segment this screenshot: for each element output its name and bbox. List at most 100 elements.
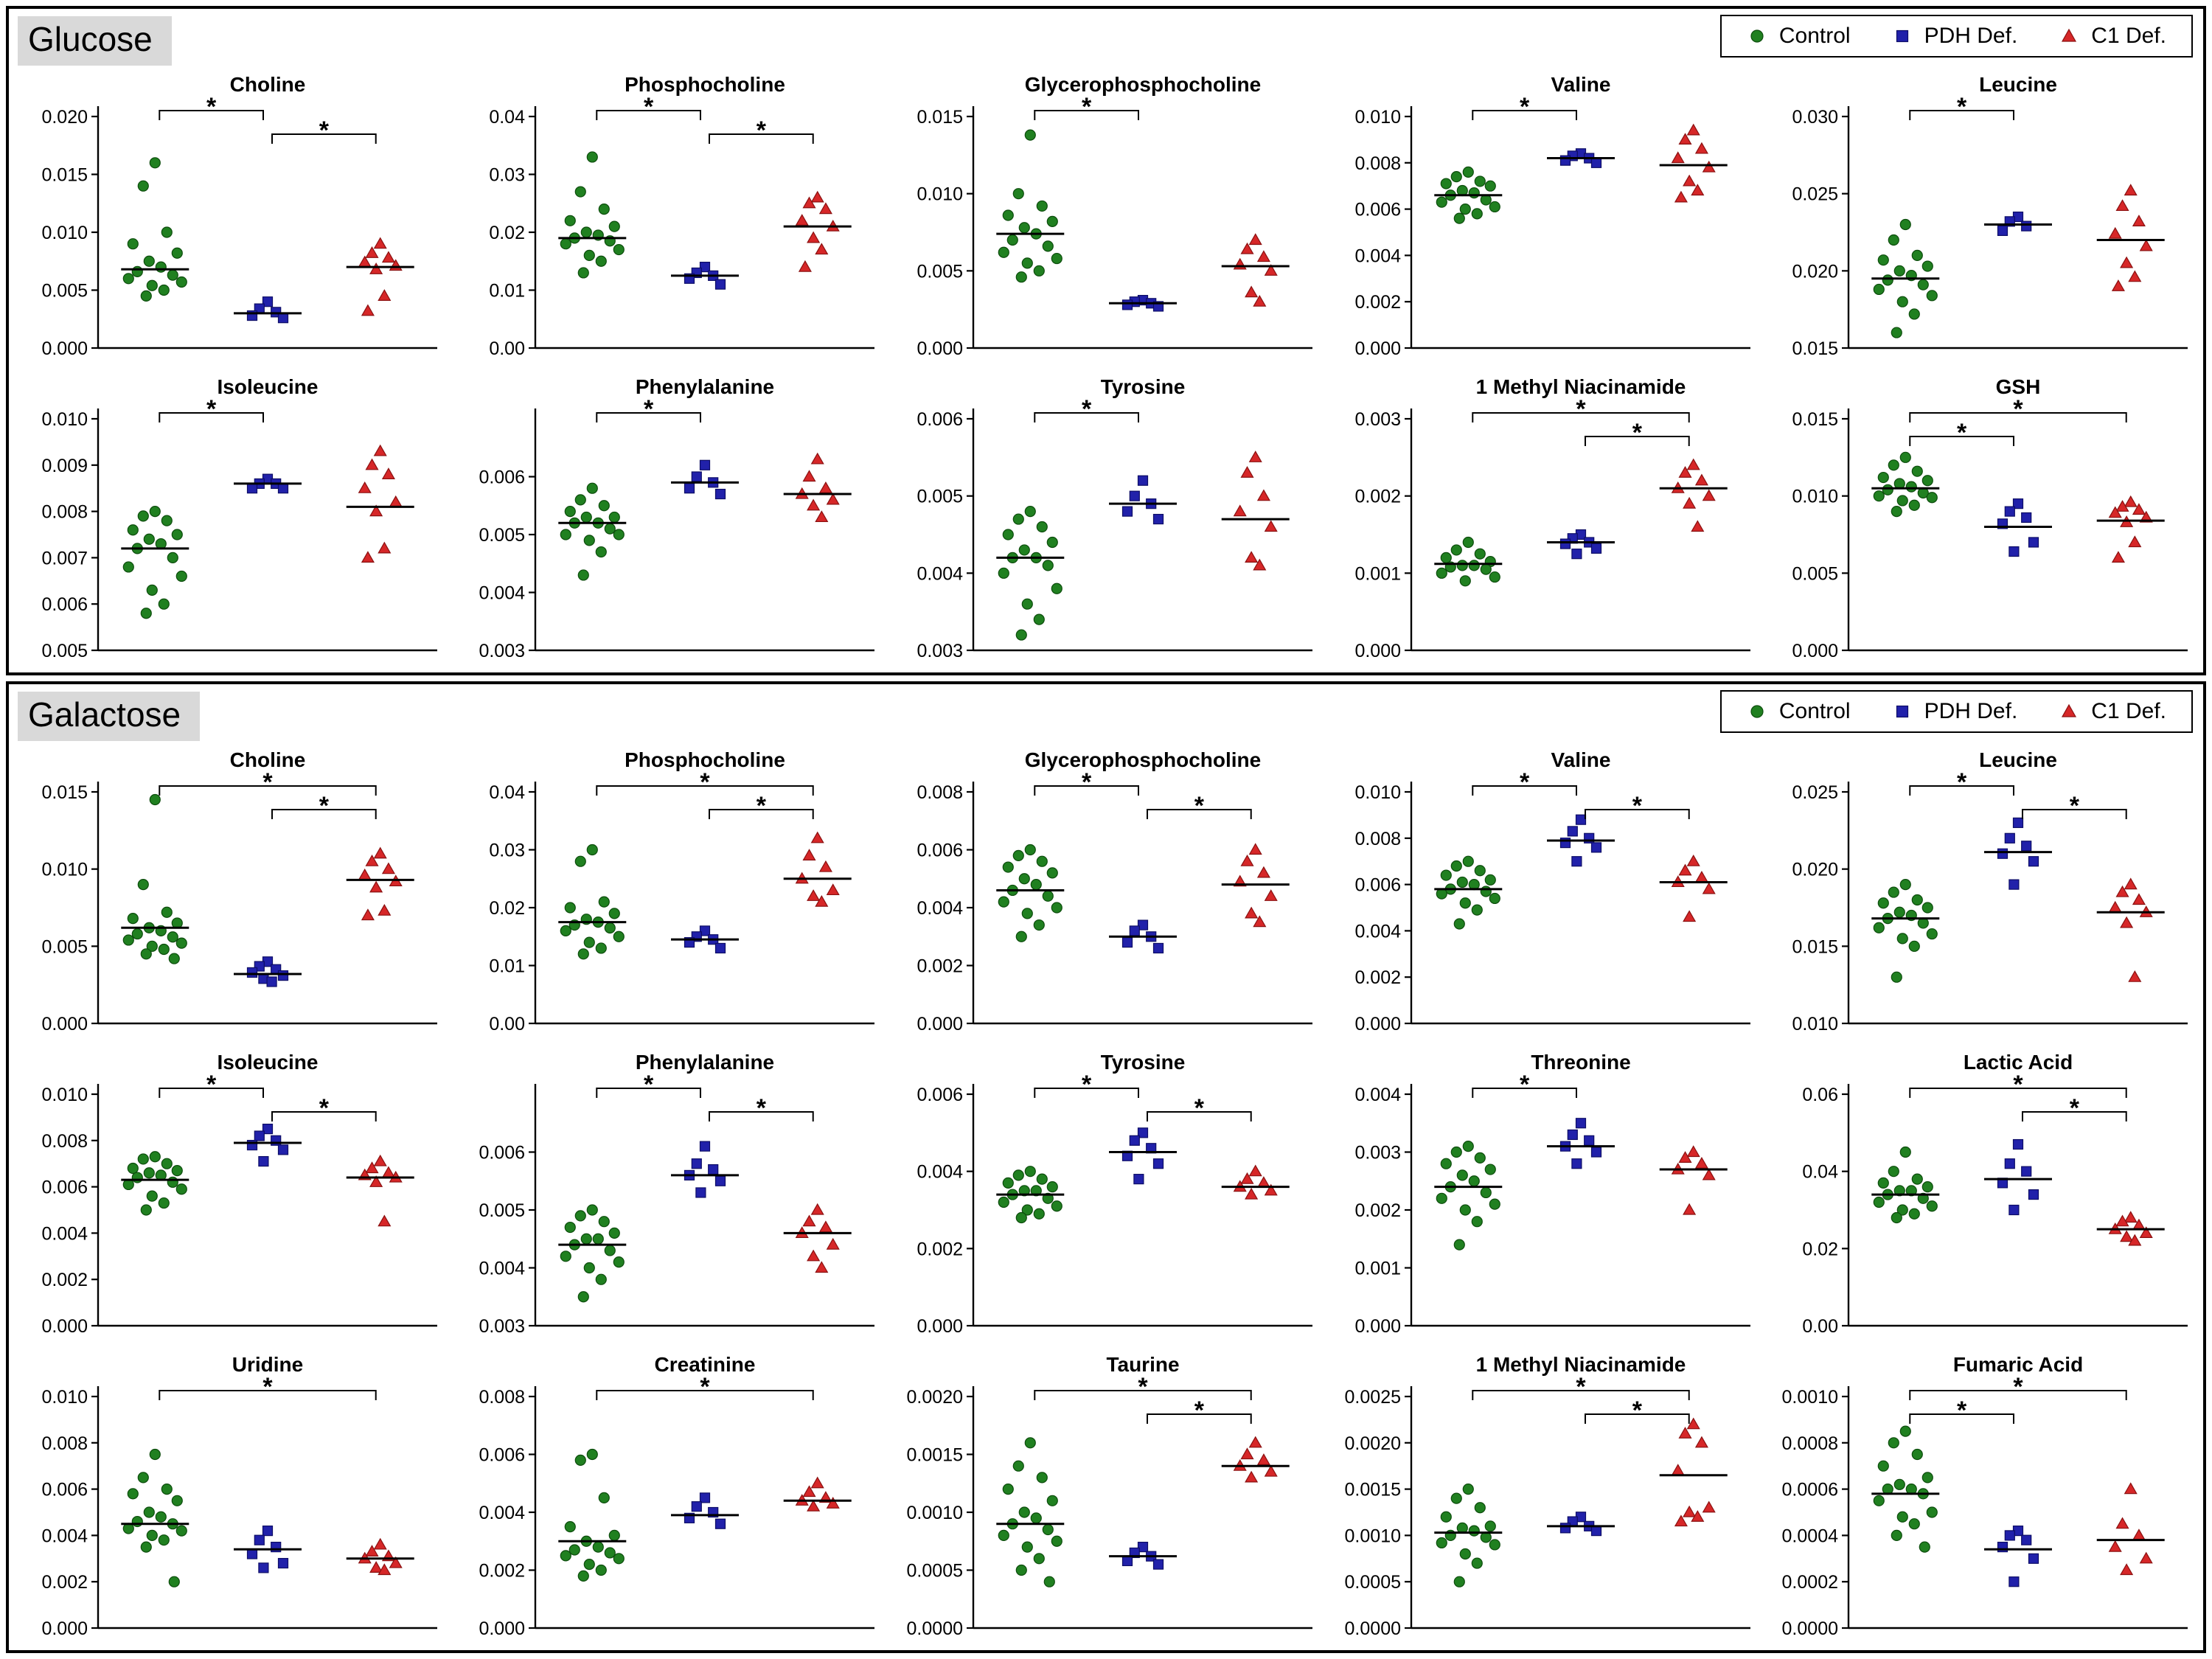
legend-item-c1-def: C1 Def. bbox=[2059, 24, 2166, 49]
chart-cell-galactose-leucine: Leucine 0.010 0.015 0.020 0.025 * * bbox=[1766, 743, 2197, 1043]
chart-gsh: GSH 0.000 0.005 0.010 0.015 * * bbox=[1792, 375, 2188, 661]
y-tick-label: 0.000 bbox=[917, 1014, 963, 1034]
panel-galactose: Galactose Control PDH Def. C1 Def. Choline… bbox=[6, 681, 2206, 1653]
y-tick-label: 0.008 bbox=[41, 1433, 88, 1453]
significance-bracket bbox=[596, 109, 702, 120]
points-c1-def bbox=[1233, 450, 1278, 570]
points-pdh-def bbox=[246, 296, 288, 323]
significance-bracket bbox=[1909, 109, 2015, 120]
legend-circle-icon bbox=[1750, 705, 1764, 718]
legend-item-c1-def: C1 Def. bbox=[2059, 699, 2166, 724]
y-tick-label: 0.002 bbox=[917, 956, 963, 976]
chart-title: Isoleucine bbox=[217, 1051, 318, 1074]
y-tick-label: 0.015 bbox=[41, 164, 88, 185]
y-tick-label: 0.008 bbox=[1354, 153, 1401, 173]
significance-asterisk: * bbox=[319, 792, 330, 820]
chart-title: Phenylalanine bbox=[636, 1051, 774, 1074]
y-tick-label: 0.006 bbox=[479, 467, 526, 487]
points-control bbox=[122, 156, 187, 302]
points-control bbox=[122, 793, 187, 964]
chart-cell-glucose-valine: Valine 0.000 0.002 0.004 0.006 0.008 0.010 * bbox=[1329, 68, 1759, 368]
y-tick-label: 0.025 bbox=[1792, 782, 1839, 803]
chart-valine: Valine 0.000 0.002 0.004 0.006 0.008 0.010 * * bbox=[1354, 748, 1750, 1034]
points-pdh-def bbox=[1997, 1138, 2039, 1215]
chart-title: Threonine bbox=[1531, 1051, 1630, 1074]
y-tick-label: 0.008 bbox=[917, 782, 963, 803]
y-tick-label: 0.0010 bbox=[907, 1503, 963, 1523]
significance-bracket bbox=[596, 785, 815, 796]
significance-bracket bbox=[271, 133, 377, 144]
legend-label: C1 Def. bbox=[2091, 699, 2166, 723]
y-tick-label: 0.0002 bbox=[1782, 1572, 1838, 1593]
chart-title: Choline bbox=[229, 73, 305, 96]
y-tick-label: 0.005 bbox=[1792, 563, 1839, 584]
chart-cell-galactose-threonine: Threonine 0.000 0.001 0.002 0.003 0.004 * bbox=[1329, 1046, 1759, 1346]
significance-bracket bbox=[1471, 411, 1690, 422]
chart-leucine: Leucine 0.010 0.015 0.020 0.025 * * bbox=[1792, 748, 2188, 1034]
y-tick-label: 0.000 bbox=[1354, 1316, 1401, 1337]
y-tick-label: 0.006 bbox=[917, 1085, 963, 1105]
y-tick-label: 0.002 bbox=[41, 1270, 88, 1290]
chart-title: Fumaric Acid bbox=[1953, 1353, 2083, 1376]
significance-asterisk: * bbox=[757, 792, 767, 820]
significance-asterisk: * bbox=[1520, 1071, 1530, 1099]
y-tick-label: 0.002 bbox=[1354, 486, 1401, 507]
significance-asterisk: * bbox=[1576, 1373, 1586, 1401]
chart-cell-glucose-tyrosine: Tyrosine 0.003 0.004 0.005 0.006 * bbox=[891, 370, 1321, 670]
y-tick-label: 0.010 bbox=[41, 1085, 88, 1105]
y-tick-label: 0.001 bbox=[1354, 1258, 1401, 1279]
y-tick-label: 0.0000 bbox=[1782, 1618, 1838, 1639]
y-tick-label: 0.008 bbox=[41, 1130, 88, 1151]
points-control bbox=[1436, 855, 1500, 930]
y-tick-label: 0.0015 bbox=[1344, 1479, 1400, 1500]
points-pdh-def bbox=[1559, 529, 1601, 559]
y-tick-label: 0.000 bbox=[1354, 338, 1401, 359]
y-tick-label: 0.0008 bbox=[1782, 1433, 1838, 1453]
y-tick-label: 0.006 bbox=[917, 409, 963, 430]
y-tick-label: 0.005 bbox=[479, 1200, 526, 1221]
y-tick-label: 0.006 bbox=[479, 1444, 526, 1465]
points-control bbox=[998, 844, 1062, 942]
y-tick-label: 0.005 bbox=[41, 641, 88, 661]
y-tick-label: 0.003 bbox=[479, 1316, 526, 1337]
points-control bbox=[1873, 1425, 1938, 1553]
legend-label: PDH Def. bbox=[1924, 24, 2018, 48]
legend-glucose: Control PDH Def. C1 Def. bbox=[1719, 15, 2193, 58]
y-tick-label: 0.0004 bbox=[1782, 1526, 1839, 1546]
significance-bracket bbox=[159, 785, 377, 796]
y-tick-label: 0.002 bbox=[41, 1572, 88, 1593]
y-tick-label: 0.003 bbox=[917, 641, 963, 661]
y-tick-label: 0.010 bbox=[41, 409, 88, 430]
chart-title: Uridine bbox=[232, 1353, 303, 1376]
y-tick-label: 0.0020 bbox=[907, 1387, 963, 1408]
y-tick-label: 0.000 bbox=[41, 1316, 88, 1337]
significance-asterisk: * bbox=[1194, 1397, 1205, 1425]
chart-cell-galactose-choline: Choline 0.000 0.005 0.010 0.015 * * bbox=[15, 743, 446, 1043]
significance-bracket bbox=[159, 411, 264, 422]
y-tick-label: 0.010 bbox=[41, 859, 88, 880]
y-tick-label: 0.004 bbox=[41, 1526, 88, 1546]
legend-label: C1 Def. bbox=[2091, 24, 2166, 48]
y-tick-label: 0.005 bbox=[41, 936, 88, 957]
points-c1-def bbox=[358, 444, 403, 563]
chart-title: 1 Methyl Niacinamide bbox=[1475, 375, 1686, 398]
y-tick-label: 0.0005 bbox=[1344, 1572, 1400, 1593]
points-control bbox=[122, 1150, 187, 1216]
chart-title: Tyrosine bbox=[1101, 375, 1186, 398]
chart-1-methyl-niacinamide: 1 Methyl Niacinamide 0.0000 0.0005 0.0010 0.… bbox=[1344, 1353, 1750, 1639]
significance-asterisk: * bbox=[644, 395, 654, 423]
y-tick-label: 0.0000 bbox=[907, 1618, 963, 1639]
significance-bracket bbox=[271, 808, 377, 819]
chart-phenylalanine: Phenylalanine 0.003 0.004 0.005 0.006 * * bbox=[479, 1051, 875, 1337]
points-control bbox=[1873, 878, 1938, 983]
y-tick-label: 0.010 bbox=[1792, 1014, 1839, 1034]
significance-asterisk: * bbox=[1082, 93, 1092, 121]
y-tick-label: 0.005 bbox=[41, 280, 88, 301]
points-control bbox=[122, 1448, 187, 1587]
significance-asterisk: * bbox=[2070, 1094, 2080, 1122]
y-tick-label: 0.004 bbox=[1354, 246, 1401, 266]
chart-phosphocholine: Phosphocholine 0.00 0.01 0.02 0.03 0.04 * * bbox=[490, 73, 875, 359]
significance-asterisk: * bbox=[2014, 1071, 2024, 1099]
points-c1-def bbox=[796, 831, 841, 907]
y-tick-label: 0.03 bbox=[490, 164, 526, 185]
